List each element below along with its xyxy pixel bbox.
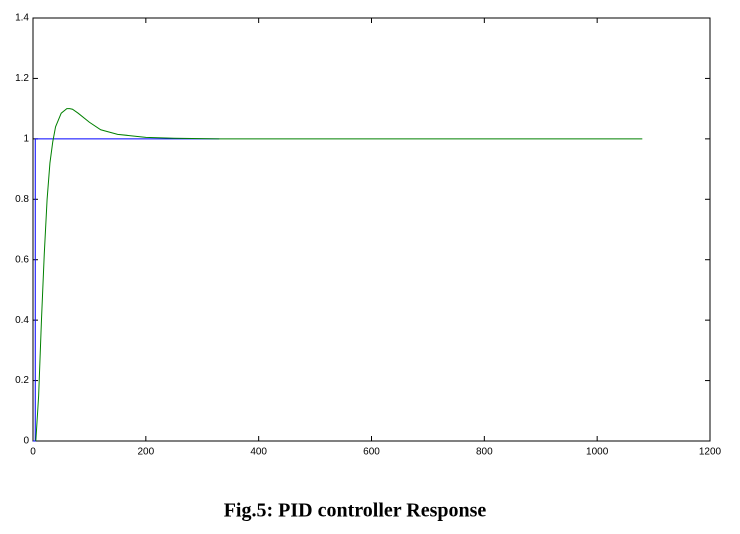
x-tick-label: 400 <box>250 447 267 458</box>
x-tick-label: 800 <box>476 447 493 458</box>
caption: Fig.5: PID controller Response <box>224 500 487 522</box>
y-tick-label: 0 <box>23 436 29 447</box>
y-tick-label: 1.4 <box>15 13 29 24</box>
axes-box <box>32 17 711 442</box>
x-tick-label: 600 <box>363 447 380 458</box>
y-tick-label: 0.2 <box>15 375 29 386</box>
x-tick-label: 200 <box>137 447 154 458</box>
y-tick-label: 0.4 <box>15 315 29 326</box>
series-line <box>33 138 220 442</box>
series-line <box>35 108 643 442</box>
x-tick-label: 0 <box>30 447 36 458</box>
y-tick-label: 1 <box>23 133 29 144</box>
y-tick-label: 0.6 <box>15 254 29 265</box>
y-tick-label: 0.8 <box>15 194 29 205</box>
y-tick-label: 1.2 <box>15 73 29 84</box>
x-tick-label: 1000 <box>586 447 609 458</box>
x-tick-label: 1200 <box>699 447 722 458</box>
